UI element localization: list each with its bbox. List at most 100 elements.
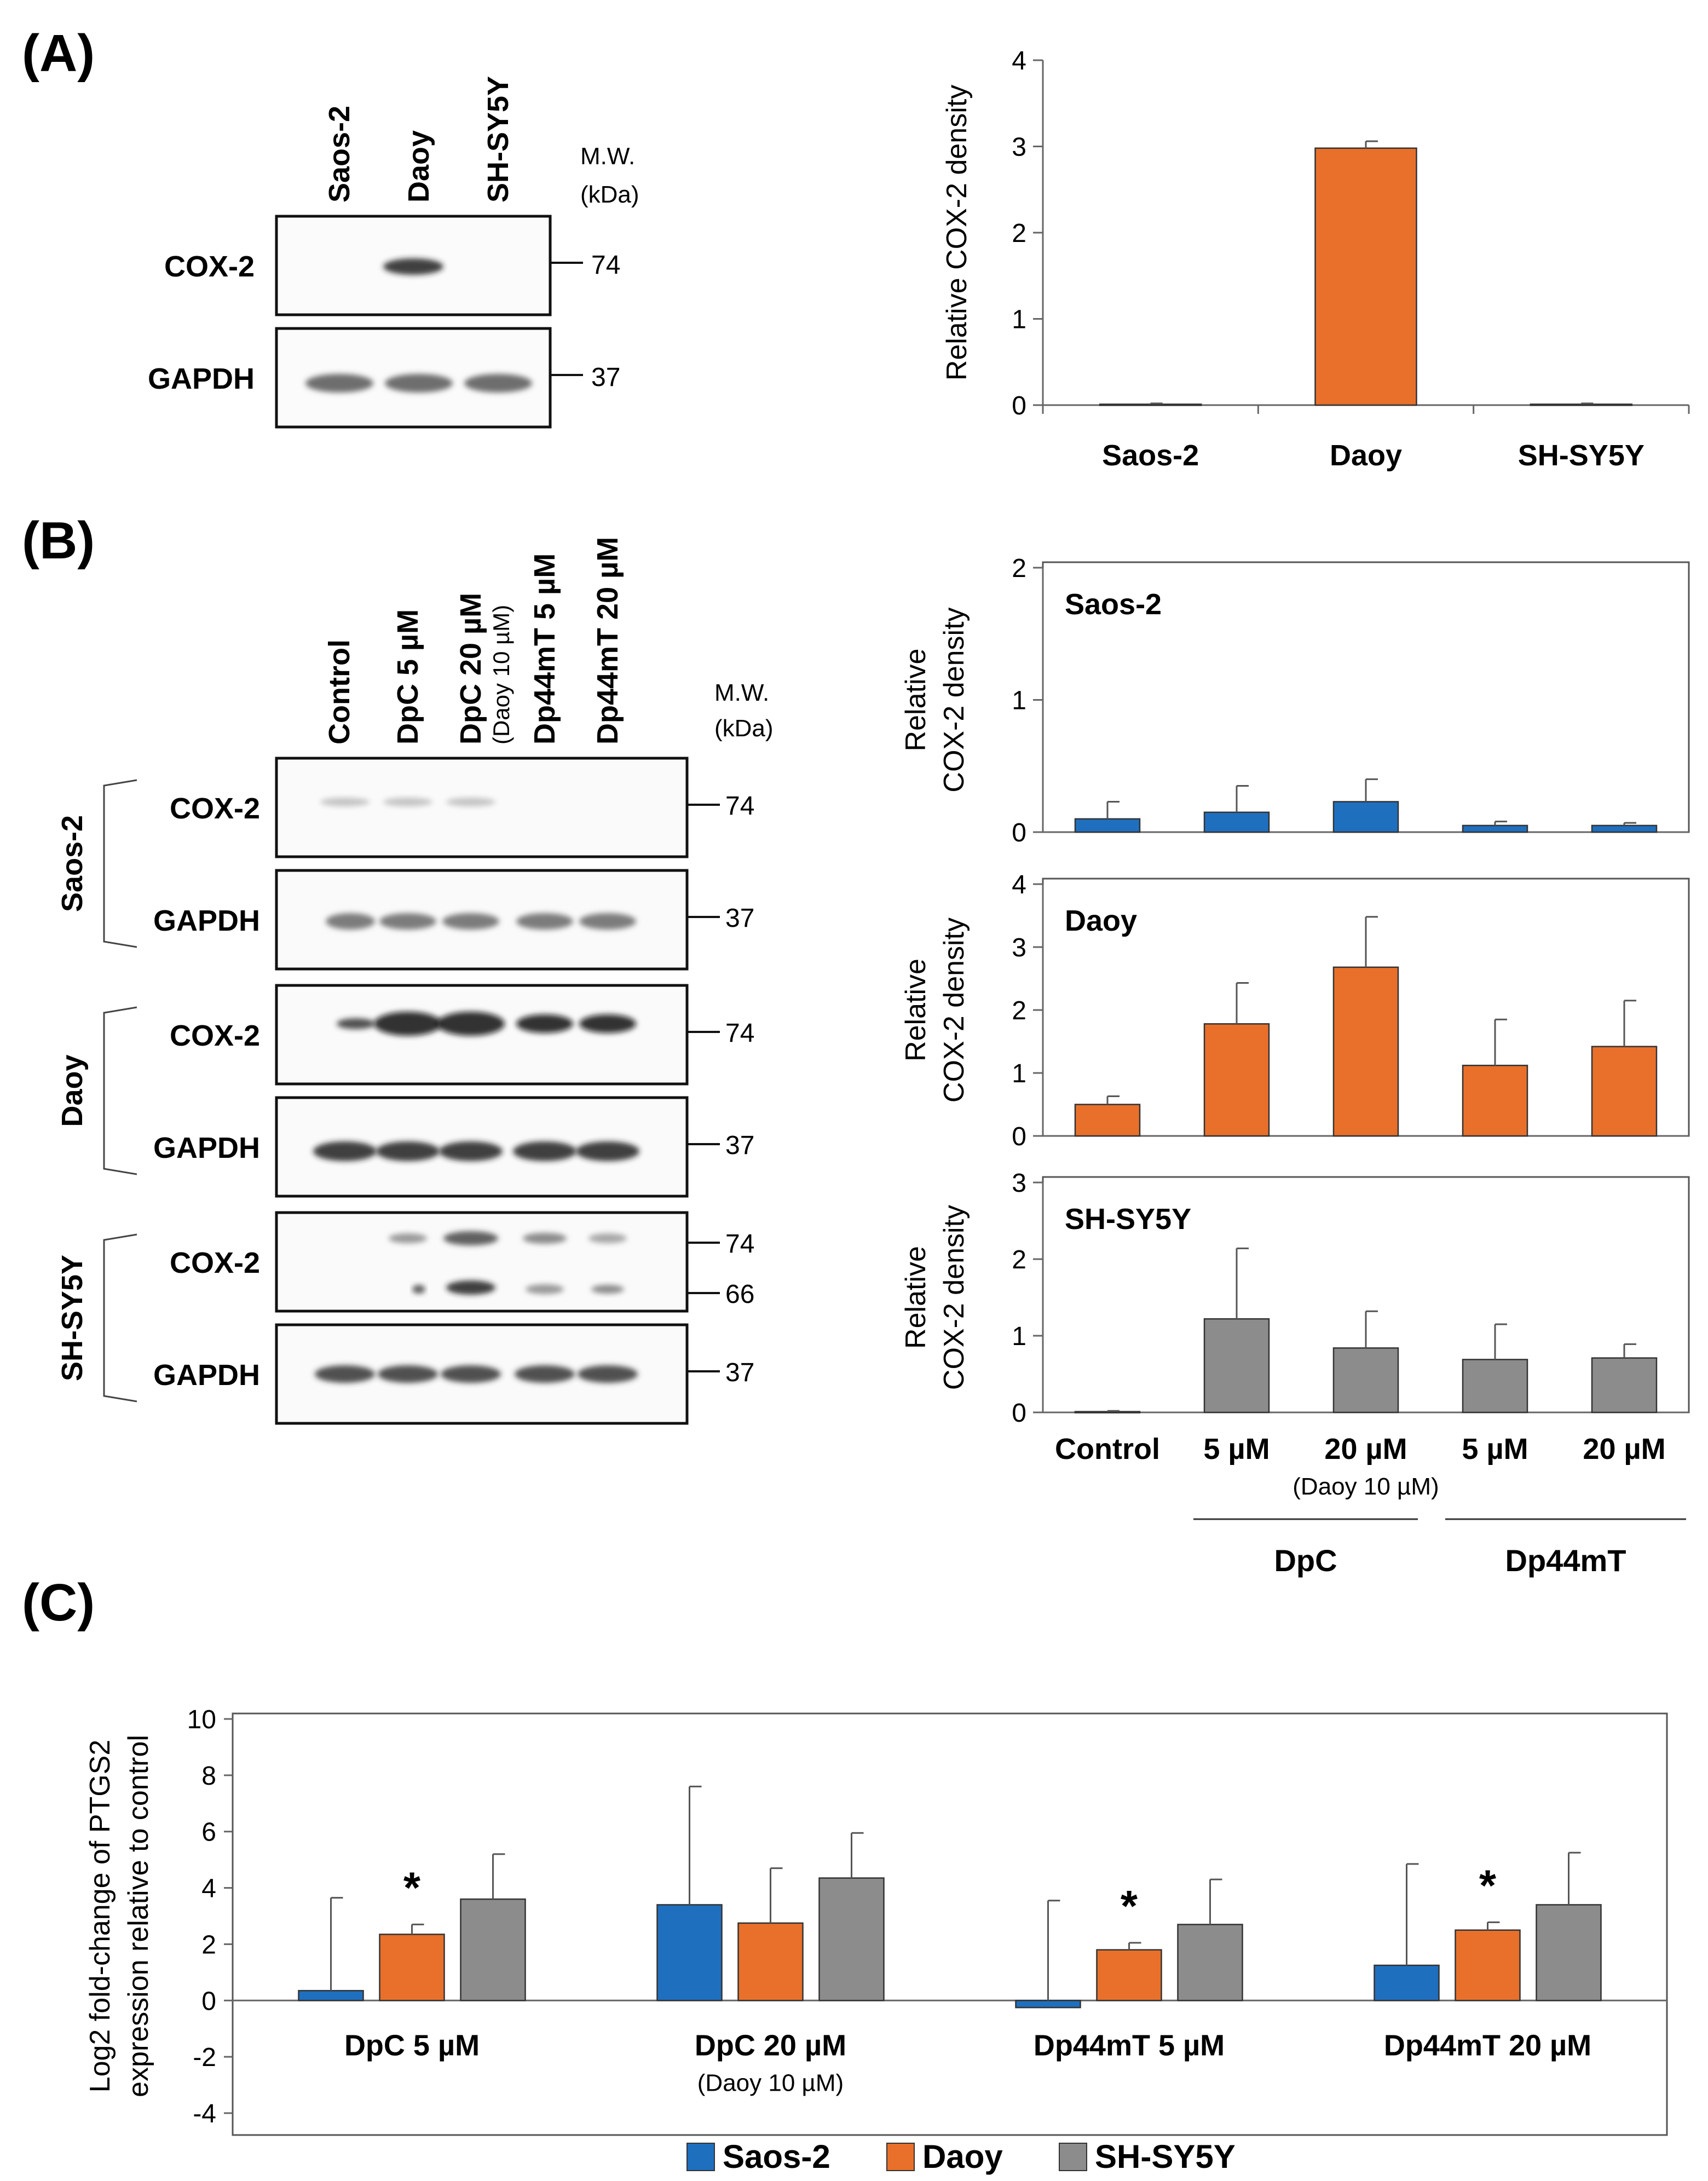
y-axis-title: COX-2 density (938, 1205, 970, 1390)
x-tick-label: 20 µM (1583, 1433, 1665, 1465)
x-tick-label: Daoy (1330, 439, 1402, 472)
panel-label-c: (C) (22, 1573, 95, 1632)
bar (1203, 1318, 1270, 1413)
y-axis-title: Relative (900, 1246, 932, 1349)
mw-value: 37 (725, 904, 754, 933)
mw-value: 74 (725, 792, 754, 821)
chart-b-saos2: 0 1 2 Saos-2 Relative COX-2 density (900, 554, 1690, 847)
x-tick-label: 5 µM (1462, 1433, 1528, 1465)
bar (1074, 1104, 1141, 1137)
blot-band (376, 1141, 440, 1161)
blot-band (389, 1233, 427, 1243)
lane-label: Saos-2 (323, 106, 356, 203)
bar (379, 1934, 445, 2001)
significance-marker: * (1479, 1861, 1497, 1909)
y-tick-label: 1 (1012, 305, 1026, 334)
y-tick-label: 0 (1012, 1122, 1026, 1151)
row-label: COX-2 (170, 1019, 260, 1052)
y-tick-label: 10 (187, 1705, 216, 1734)
bar (298, 1990, 364, 2001)
lane-label: Dp44mT 20 µM (591, 537, 624, 745)
chart-title: Daoy (1065, 904, 1137, 937)
bar (818, 1877, 885, 2001)
bar (1462, 1064, 1528, 1137)
blot-band (383, 798, 432, 806)
chart-b-shsy5y: 0 1 2 3 SH-SY5Y Relative COX-2 density Control 5… (900, 1169, 1690, 1578)
bar (1591, 824, 1658, 833)
row-label: COX-2 (170, 792, 260, 825)
blot-band (516, 1014, 573, 1033)
bar (737, 1922, 804, 2001)
y-tick-label: 1 (1012, 1059, 1026, 1088)
bar (1591, 1357, 1658, 1413)
blot-band (446, 1280, 495, 1295)
y-tick-label: 3 (1012, 133, 1026, 162)
legend-label: Saos-2 (723, 2138, 830, 2175)
bar (1462, 824, 1528, 833)
bar (1314, 147, 1417, 406)
blot-band (515, 1365, 575, 1383)
mw-value: 74 (725, 1230, 754, 1259)
blot-band (326, 913, 375, 930)
y-axis-title: Relative (900, 649, 932, 752)
legend-swatch (1059, 2143, 1087, 2171)
lane-label: Dp44mT 5 µM (528, 553, 561, 745)
lane-sublabel: (Daoy 10 µM) (488, 605, 514, 745)
y-tick-label: 4 (201, 1874, 216, 1903)
chart-frame (232, 1712, 1668, 2136)
bar (1074, 818, 1141, 833)
group-bracket (103, 1006, 137, 1175)
chart-b-daoy: 0 1 2 3 4 Daoy Relative COX-2 density (900, 870, 1690, 1151)
y-tick-label: 2 (1012, 1245, 1026, 1274)
x-tick-sublabel: (Daoy 10 µM) (697, 2069, 844, 2096)
panel-label-a: (A) (22, 24, 95, 83)
y-axis-title: expression relative to control (123, 1735, 154, 2097)
bar (1177, 1924, 1243, 2001)
group-label: Saos-2 (56, 815, 89, 912)
bar (1332, 1347, 1399, 1413)
row-label: GAPDH (153, 1132, 260, 1164)
y-tick-label: -2 (193, 2043, 216, 2072)
blot-band (337, 1018, 375, 1029)
blot-band (513, 1141, 576, 1161)
y-tick-label: 1 (1012, 1322, 1026, 1351)
group-label: Daoy (56, 1054, 89, 1127)
x-tick-label: 5 µM (1203, 1433, 1270, 1465)
blot-band (588, 1233, 627, 1243)
group-label: Dp44mT (1505, 1543, 1626, 1578)
blot-band (315, 1365, 375, 1383)
chart-title: SH-SY5Y (1065, 1203, 1191, 1236)
panel-label-b: (B) (22, 511, 95, 570)
group-label: SH-SY5Y (56, 1255, 89, 1381)
legend-label: SH-SY5Y (1095, 2138, 1236, 2175)
bar (1536, 1904, 1602, 2001)
bar (1096, 1949, 1162, 2001)
legend-swatch (886, 2143, 915, 2171)
blot-band (374, 1012, 442, 1036)
blot-band (523, 1233, 567, 1244)
x-tick-sublabel: (Daoy 10 µM) (1292, 1473, 1439, 1500)
mw-value: 37 (725, 1131, 754, 1160)
row-label: COX-2 (170, 1247, 260, 1279)
blot-band (379, 913, 436, 930)
lane-label: SH-SY5Y (482, 76, 515, 203)
legend-label: Daoy (922, 2138, 1003, 2175)
blot-band (378, 1365, 438, 1383)
y-tick-label: 3 (1012, 1169, 1026, 1198)
bar (1530, 403, 1633, 406)
y-tick-label: 8 (201, 1762, 216, 1791)
blot-band (320, 798, 370, 806)
lane-label: Daoy (402, 130, 435, 203)
y-tick-label: 4 (1012, 47, 1026, 76)
mw-value: 37 (725, 1358, 754, 1387)
y-tick-label: 2 (1012, 219, 1026, 248)
y-tick-label: 2 (201, 1930, 216, 1959)
y-axis-title: COX-2 density (938, 607, 970, 792)
mw-header: M.W. (580, 143, 635, 170)
blot-band (446, 798, 495, 806)
lane-label: DpC 5 µM (391, 609, 424, 745)
x-tick-label: DpC 5 µM (344, 2029, 480, 2062)
blot-b: Control DpC 5 µM DpC 20 µM Dp44mT 5 µM Dp44m… (56, 537, 774, 1425)
blot-band (443, 1231, 498, 1245)
blot-band (579, 1014, 636, 1033)
